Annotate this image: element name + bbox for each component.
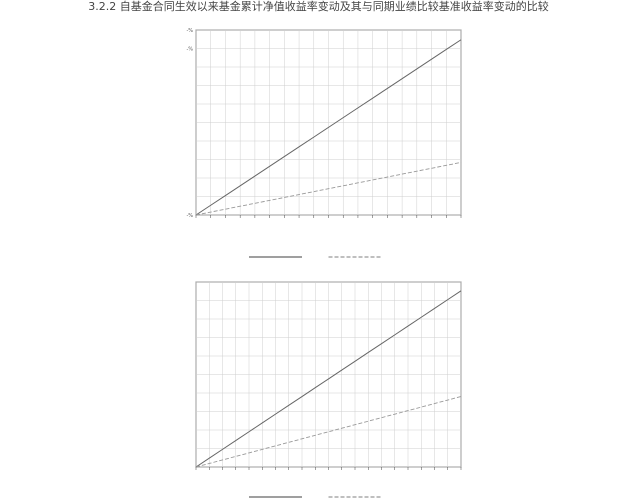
y-tick-label: -% — [186, 28, 193, 34]
chart-1-svg: -% -% -% — [160, 10, 472, 262]
chart-1: -% -% -% — [160, 10, 472, 262]
y-tick-label: -% — [186, 47, 193, 53]
chart-2 — [160, 262, 472, 503]
y-tick-label: -% — [186, 213, 193, 219]
chart-2-svg — [160, 262, 472, 503]
